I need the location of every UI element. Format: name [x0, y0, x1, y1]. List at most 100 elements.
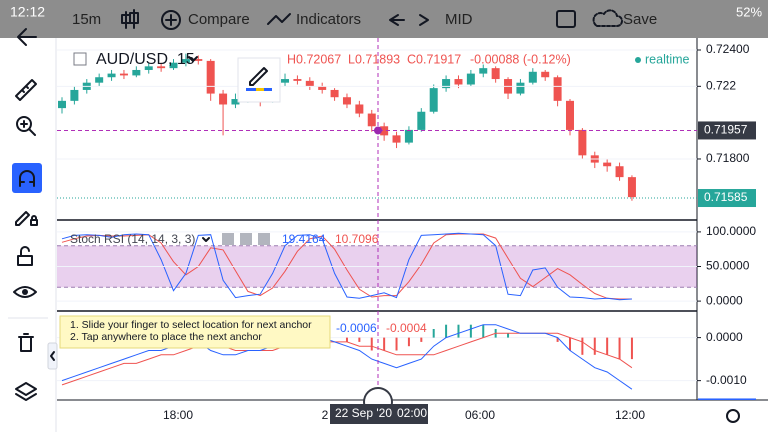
candle-body [528, 71, 537, 83]
indicators: Indicators [296, 11, 361, 28]
candle-body [342, 97, 351, 105]
indicators-icon [267, 13, 291, 25]
sidebar-toggle-chevron [50, 351, 55, 361]
crosshair-point [374, 126, 382, 135]
back-icon[interactable] [17, 28, 37, 46]
ohlc-low: L0.71893 [348, 52, 400, 66]
candle-body [516, 82, 525, 94]
lock-drawing-icon[interactable] [15, 211, 38, 226]
ohlc-high: H0.72067 [287, 52, 341, 66]
candle-body [417, 111, 426, 130]
candle-body [169, 62, 178, 69]
stoch-title[interactable]: Stoch RSI (14, 14, 3, 3) [70, 232, 195, 246]
crosshair-time-box [330, 404, 428, 424]
candle-body [565, 100, 574, 130]
stoch-settings[interactable] [222, 233, 234, 245]
layers-icon[interactable] [15, 382, 37, 401]
settings-icon[interactable] [726, 409, 740, 423]
candle-body [95, 77, 104, 83]
candle-body [627, 177, 636, 198]
compare-button[interactable]: Compare [161, 10, 250, 30]
symbol-chevron [188, 56, 198, 62]
macd-line [61, 324, 633, 390]
indicators-button[interactable]: Indicators [267, 11, 361, 28]
unlock-icon[interactable] [17, 246, 33, 266]
candle-body [144, 66, 153, 70]
candle-body [479, 68, 488, 74]
candle-body [367, 113, 376, 127]
trash-icon[interactable] [18, 333, 34, 352]
candle-body [194, 59, 203, 61]
crosshair-time: 02:00 [397, 406, 427, 420]
eye-icon[interactable] [13, 286, 37, 298]
candle-body [603, 162, 612, 167]
save-button[interactable]: Save [592, 9, 658, 28]
candle-body [70, 89, 79, 101]
instruction: 1. Slide your finger to select location … [70, 319, 312, 331]
candle-body [615, 166, 624, 178]
candle-body [58, 100, 66, 109]
color-swatch [256, 88, 264, 91]
compare: Compare [188, 11, 250, 28]
plus-icon [161, 10, 181, 30]
sidebar-toggle[interactable] [47, 342, 58, 370]
candle-body [454, 79, 463, 85]
instruction: 2. Tap anywhere to place the next anchor [70, 331, 262, 343]
clock: 12:12 [10, 4, 45, 20]
magnet-button[interactable] [12, 163, 42, 193]
eye-outline [13, 286, 37, 298]
symbol[interactable]: AUD/USD, 15 [96, 51, 195, 68]
candle-body [330, 89, 339, 98]
undo-redo[interactable] [389, 14, 429, 26]
cloud-icon [592, 9, 623, 27]
y-tick-label: 50.0000 [706, 259, 750, 273]
candle-body [119, 73, 128, 76]
zoom-icon[interactable] [16, 116, 36, 136]
candle-body [305, 80, 314, 87]
crosshair-price-box [698, 121, 756, 140]
candle-icon [121, 9, 139, 29]
candle-body [429, 88, 438, 112]
candle-body [181, 59, 190, 63]
candle-body [541, 71, 550, 78]
candle-body [553, 77, 562, 101]
price-source[interactable]: MID [445, 11, 473, 28]
candle-style-button[interactable] [121, 9, 139, 29]
candle-body [107, 73, 116, 78]
y-tick-label: -0.0010 [706, 373, 747, 387]
stoch-k-value: 19.4164 [282, 232, 326, 246]
y-tick-label: 0.0000 [706, 293, 743, 307]
stoch-settings[interactable] [240, 233, 252, 245]
y-tick-label: 0.722 [706, 78, 736, 92]
interval: 15m [72, 11, 101, 28]
interval-button[interactable]: 15m [72, 11, 101, 28]
pencil-icon [249, 67, 268, 86]
last-price-box [698, 189, 756, 208]
symbol-checkbox[interactable] [73, 52, 87, 66]
plus-icon [165, 14, 177, 26]
zoom-lens [16, 116, 32, 132]
candle-body [157, 66, 166, 69]
ohlc-change: -0.00088 (-0.12%) [470, 52, 571, 66]
stoch-d-value: 10.7096 [335, 232, 379, 246]
crosshair-date: 22 Sep '20 [335, 406, 392, 420]
y-tick-label: 100.0000 [706, 224, 756, 238]
layout-button[interactable] [556, 10, 576, 28]
candle-body [281, 79, 290, 83]
x-tick-label: 12:00 [615, 408, 645, 422]
y-tick-label: 0.71800 [706, 151, 750, 165]
price-label-box [698, 398, 756, 400]
candle-body [132, 69, 141, 76]
stoch-remove[interactable] [258, 233, 270, 245]
stoch-d-line [61, 233, 632, 300]
candle-body [380, 126, 389, 136]
save: Save [623, 11, 657, 28]
y-tick-label: 0.0000 [706, 330, 743, 344]
candle-body [318, 86, 327, 90]
ruler-icon[interactable] [15, 79, 37, 101]
candle-body [466, 73, 475, 85]
y-tick-label: 0.72400 [706, 42, 750, 56]
realtime-dot [635, 57, 641, 63]
